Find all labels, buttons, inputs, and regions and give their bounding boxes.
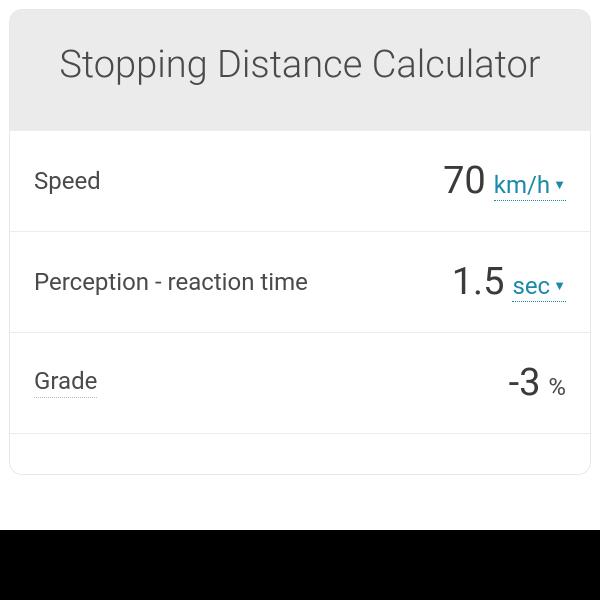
speed-value[interactable]: 70 (443, 159, 486, 203)
partial-row (10, 433, 590, 474)
reaction-label: Perception - reaction time (34, 268, 308, 296)
grade-label[interactable]: Grade (34, 367, 97, 398)
reaction-unit-text: sec (512, 272, 550, 300)
grade-value[interactable]: -3 (509, 361, 541, 405)
speed-value-group: 70 km/h ▼ (443, 159, 566, 203)
speed-unit-dropdown[interactable]: km/h ▼ (494, 171, 566, 201)
speed-unit-text: km/h (494, 171, 550, 199)
grade-value-group: -3 % (509, 361, 566, 405)
footer-bar (0, 530, 600, 600)
input-row-grade: Grade -3 % (10, 332, 590, 433)
calculator-header: Stopping Distance Calculator (10, 10, 590, 130)
reaction-value[interactable]: 1.5 (452, 260, 505, 304)
input-row-speed: Speed 70 km/h ▼ (10, 130, 590, 231)
grade-unit: % (548, 373, 566, 401)
input-row-reaction: Perception - reaction time 1.5 sec ▼ (10, 231, 590, 332)
calculator-card: Stopping Distance Calculator Speed 70 km… (10, 10, 590, 474)
chevron-down-icon: ▼ (553, 177, 566, 193)
speed-label: Speed (34, 167, 101, 195)
chevron-down-icon: ▼ (553, 278, 566, 294)
reaction-unit-dropdown[interactable]: sec ▼ (512, 272, 566, 302)
calculator-title: Stopping Distance Calculator (30, 42, 570, 90)
reaction-value-group: 1.5 sec ▼ (452, 260, 566, 304)
